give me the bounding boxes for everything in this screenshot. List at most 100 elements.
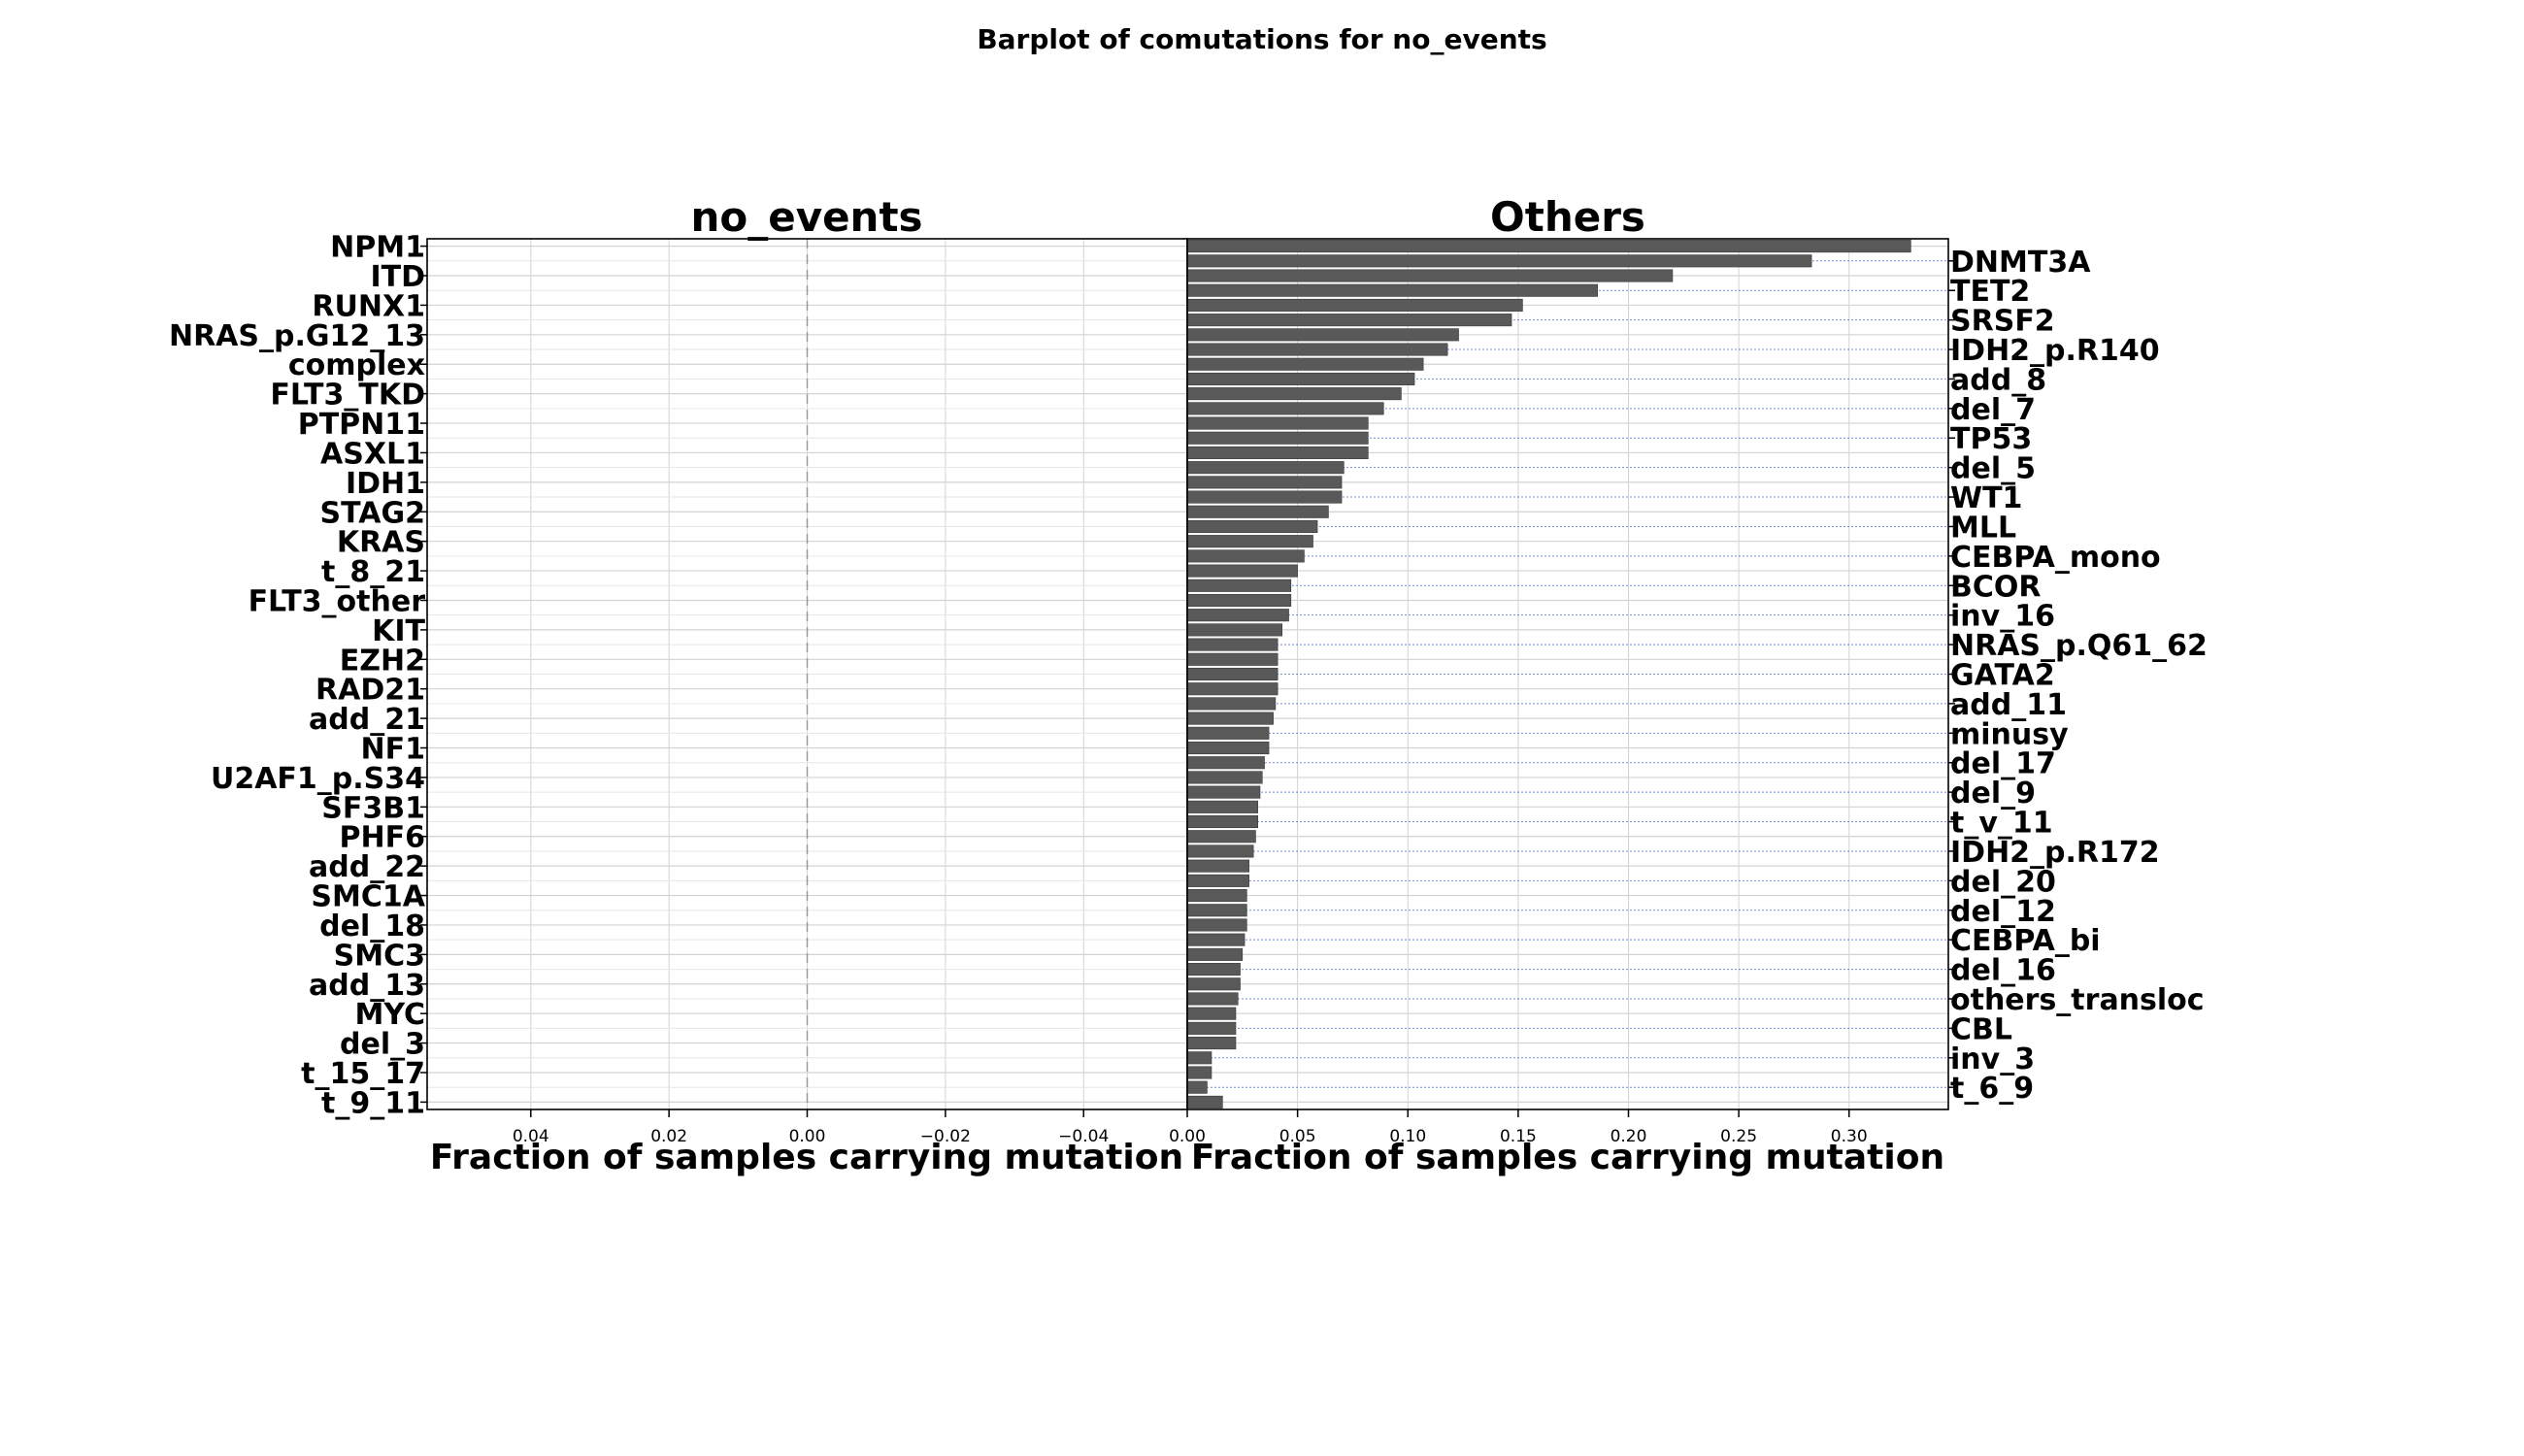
left-category-label: KRAS	[337, 526, 425, 560]
left-category-label: del_18	[319, 910, 425, 943]
left-x-axis-label: Fraction of samples carrying mutation	[430, 1138, 1183, 1177]
bar-t-6-9	[1186, 1080, 1208, 1094]
right-x-tick-label: 0.15	[1500, 1127, 1537, 1146]
right-category-label: inv_3	[1950, 1042, 2035, 1076]
left-category-label: MYC	[354, 998, 425, 1032]
left-category-label: add_13	[309, 969, 425, 1003]
left-category-label: del_3	[340, 1028, 425, 1062]
bar-del-18	[1186, 918, 1247, 932]
bar-add-22	[1186, 859, 1249, 873]
bar-tet2	[1186, 283, 1598, 297]
right-category-label: del_12	[1950, 895, 2056, 929]
right-category-label: CEBPA_bi	[1950, 924, 2101, 958]
left-category-label: NPM1	[330, 231, 425, 265]
bar-nras-p-q61-62	[1186, 638, 1279, 651]
right-category-label: minusy	[1950, 717, 2069, 751]
bar-nf1	[1186, 741, 1270, 755]
bar-del-5	[1186, 461, 1345, 475]
right-category-label: del_20	[1950, 865, 2056, 899]
right-category-label: TP53	[1950, 422, 2032, 456]
bar-flt3-other	[1186, 593, 1292, 608]
right-category-label: inv_16	[1950, 600, 2055, 634]
bar-stag2	[1186, 505, 1329, 518]
right-category-label: del_17	[1950, 747, 2056, 781]
right-x-tick-label: 0.00	[1169, 1127, 1206, 1146]
right-category-label: DNMT3A	[1950, 246, 2091, 280]
right-category-label: CEBPA_mono	[1950, 541, 2161, 575]
left-category-label: PTPN11	[298, 408, 425, 442]
left-category-label: complex	[288, 348, 425, 382]
bar-del-9	[1186, 785, 1261, 799]
right-category-label: CBL	[1950, 1012, 2012, 1046]
bar-add-11	[1186, 697, 1277, 711]
bar-itd	[1186, 269, 1674, 282]
bar-kras	[1186, 535, 1313, 548]
left-category-label: FLT3_other	[249, 584, 426, 618]
bar-smc3	[1186, 947, 1244, 961]
right-x-tick-label: 0.05	[1279, 1127, 1316, 1146]
plot-area: 0.04 0.02 0.00 −0.02 −0.04 0.00 0.05 0.10 0.15 0.…	[169, 231, 2208, 1146]
right-category-label: del_7	[1950, 393, 2036, 427]
bar-t-8-21	[1186, 564, 1298, 578]
left-category-label: SMC1A	[311, 880, 425, 914]
right-category-label: BCOR	[1950, 570, 2042, 604]
bar-idh2-p-r140	[1186, 343, 1448, 356]
bar-others-transloc	[1186, 992, 1239, 1006]
bar-idh2-p-r172	[1186, 844, 1254, 858]
bar-bcor	[1186, 579, 1292, 592]
left-x-tick-label: −0.04	[1058, 1127, 1109, 1146]
bar-flt3-tkd	[1186, 387, 1402, 401]
right-x-axis-label: Fraction of samples carrying mutation	[1191, 1138, 1944, 1177]
bar-cebpa-mono	[1186, 549, 1305, 563]
left-category-label: ASXL1	[320, 437, 425, 471]
left-category-label: EZH2	[340, 644, 425, 678]
left-category-label: add_22	[309, 850, 425, 884]
bar-ptpn11	[1186, 416, 1369, 430]
left-category-label: t_15_17	[301, 1057, 425, 1091]
bar-minusy	[1186, 726, 1270, 740]
right-x-tick-label: 0.10	[1389, 1127, 1426, 1146]
left-x-tick-label: −0.02	[920, 1127, 971, 1146]
bar-npm1	[1186, 240, 1911, 253]
bar-t-9-11	[1186, 1095, 1223, 1109]
left-category-label: RAD21	[316, 674, 425, 708]
left-category-label: SF3B1	[321, 791, 425, 825]
bar-sf3b1	[1186, 800, 1259, 813]
left-category-label: FLT3_TKD	[270, 379, 425, 413]
bar-cbl	[1186, 1021, 1237, 1035]
bar-t-15-17	[1186, 1066, 1212, 1079]
bar-del-12	[1186, 904, 1247, 917]
left-category-label: add_21	[309, 703, 425, 737]
bar-add-21	[1186, 711, 1274, 725]
bar-u2af1-p-s34	[1186, 771, 1263, 784]
right-category-label: IDH2_p.R140	[1950, 334, 2160, 368]
right-category-label: t_6_9	[1950, 1072, 2034, 1106]
right-x-tick-label: 0.20	[1611, 1127, 1647, 1146]
right-category-label: IDH2_p.R172	[1950, 836, 2160, 870]
bar-add-8	[1186, 372, 1415, 385]
left-x-tick-label: 0.04	[513, 1127, 549, 1146]
bar-complex	[1186, 357, 1424, 371]
left-category-label: NRAS_p.G12_13	[169, 319, 425, 353]
left-x-tick-label: 0.00	[789, 1127, 826, 1146]
right-category-label: add_8	[1950, 363, 2046, 397]
right-x-tick-label: 0.30	[1831, 1127, 1868, 1146]
bar-inv-3	[1186, 1051, 1212, 1065]
right-category-label: t_v_11	[1950, 807, 2053, 841]
bar-add-13	[1186, 977, 1241, 991]
bar-kit	[1186, 623, 1283, 637]
right-category-label: MLL	[1950, 511, 2016, 545]
bar-smc1a	[1186, 889, 1247, 903]
right-category-label: SRSF2	[1950, 305, 2055, 339]
left-category-label: t_8_21	[321, 555, 425, 589]
left-category-label: ITD	[370, 260, 425, 294]
right-category-label: del_5	[1950, 452, 2036, 486]
left-category-label: t_9_11	[321, 1086, 425, 1120]
right-category-label: NRAS_p.Q61_62	[1950, 629, 2208, 663]
bar-dnmt3a	[1186, 254, 1812, 268]
bar-idh1	[1186, 476, 1343, 489]
bar-wt1	[1186, 490, 1343, 504]
bar-del-16	[1186, 963, 1241, 976]
left-category-label: U2AF1_p.S34	[211, 762, 425, 796]
